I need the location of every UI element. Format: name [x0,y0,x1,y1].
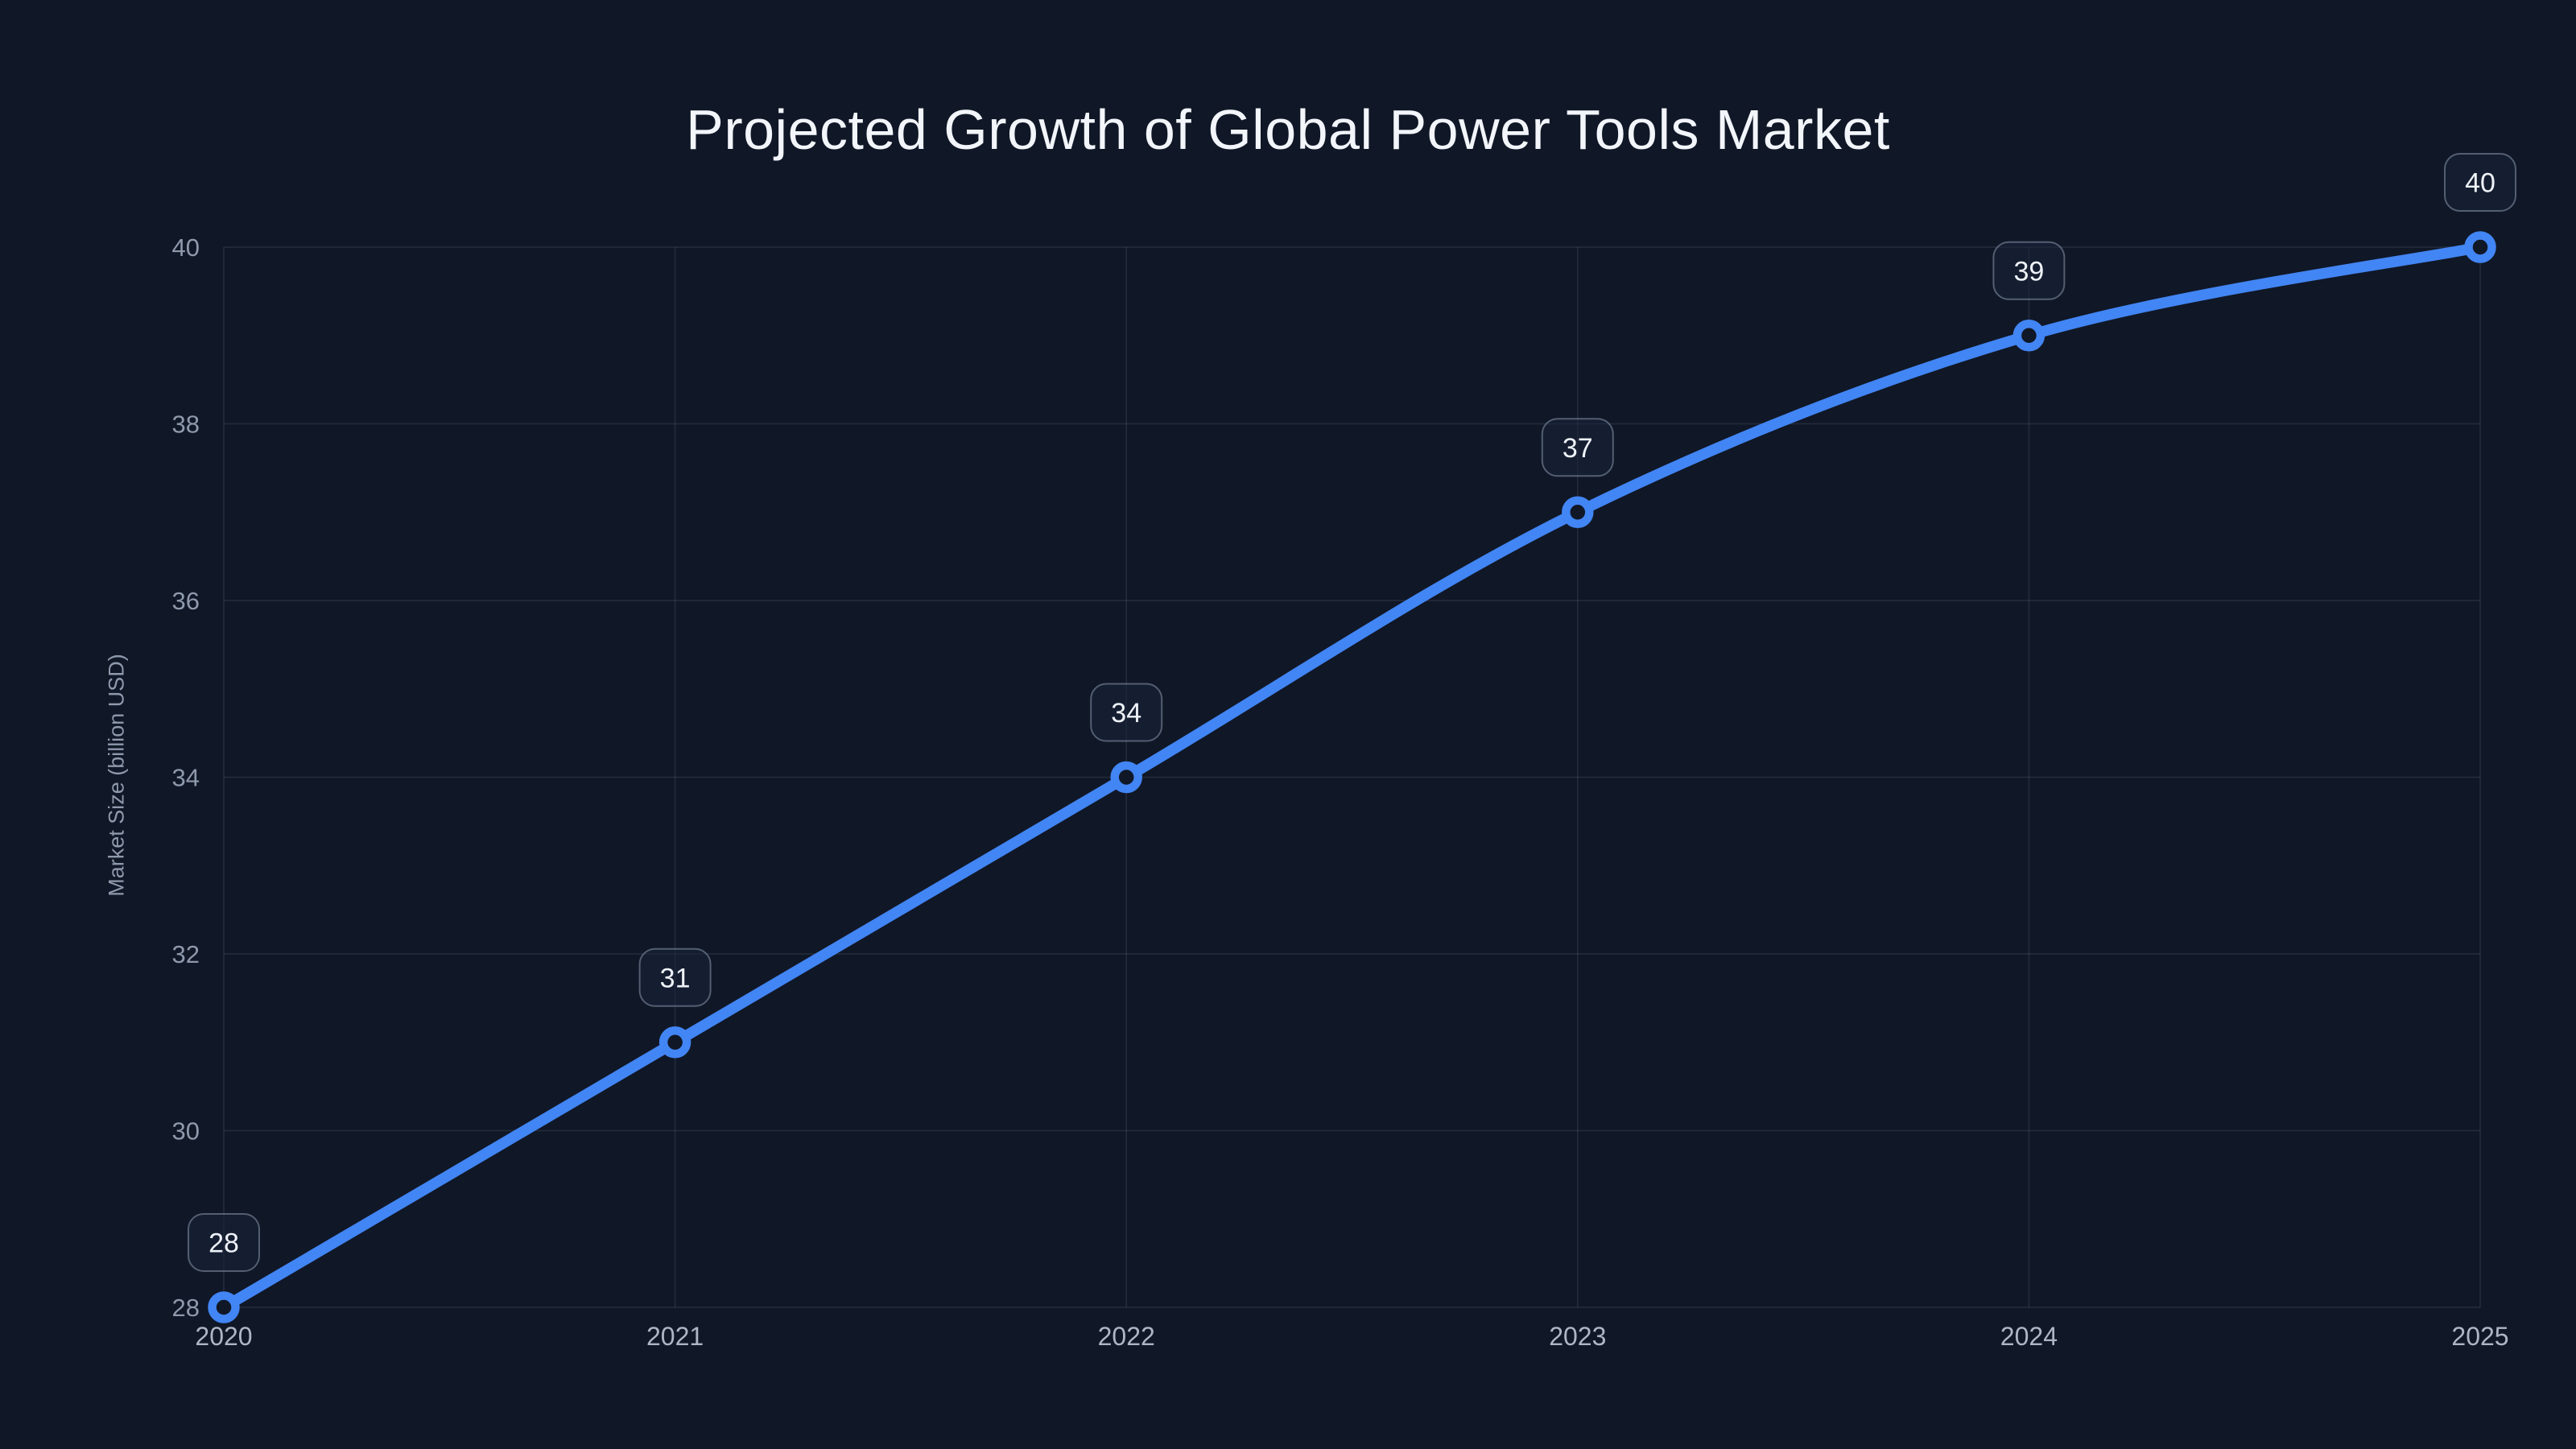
x-tick-label: 2023 [1549,1322,1606,1351]
badge-value: 34 [1111,698,1141,729]
badge-box [638,947,712,1007]
point-label-badge: 40 [2444,153,2516,212]
badge-box [1541,418,1614,477]
y-tick-label: 38 [172,411,200,439]
data-point-2024[interactable] [2013,320,2046,352]
badge-box [188,1213,260,1272]
series-layer [218,242,2486,1313]
x-tick-label: 2021 [646,1322,704,1351]
grid-layer [223,246,2481,1308]
y-tick-label: 30 [172,1117,200,1146]
point-label-badge: 34 [1090,683,1163,742]
y-tick-label: 40 [172,233,200,262]
data-point-2021[interactable] [658,1026,691,1059]
badge-box [1992,241,2066,300]
badge-value: 40 [2465,168,2496,199]
data-point-2022[interactable] [1110,761,1142,794]
data-point-2025[interactable] [2464,231,2496,263]
x-tick-label: 2024 [2000,1322,2058,1351]
points-layer [208,231,2496,1323]
axis-tick-layer: 28 30 32 34 36 38 40 2020 2021 2022 2023 2024 2025 [172,233,2509,1351]
badge-value: 31 [660,963,691,993]
series-line [218,242,2486,1313]
badge-box [1090,683,1163,742]
x-tick-label: 2020 [195,1322,252,1351]
badge-value: 39 [2013,256,2044,287]
data-point-2020[interactable] [208,1291,240,1323]
badge-value: 37 [1563,433,1593,464]
y-tick-label: 32 [172,940,200,968]
point-label-badge: 31 [638,947,712,1007]
point-label-badge: 37 [1541,418,1614,477]
badge-box [2444,153,2516,212]
data-point-2023[interactable] [1562,496,1594,528]
point-label-badge: 39 [1992,241,2066,300]
badge-value: 28 [208,1228,239,1259]
chart-title: Projected Growth of Global Power Tools M… [686,98,1890,161]
point-label-badge: 28 [188,1213,260,1272]
x-tick-label: 2022 [1098,1322,1155,1351]
y-tick-label: 34 [172,764,200,792]
x-tick-label: 2025 [2451,1322,2508,1351]
y-tick-label: 36 [172,587,200,615]
point-label-layer: 28 31 34 37 39 40 [188,153,2516,1272]
y-tick-label: 28 [172,1294,200,1322]
